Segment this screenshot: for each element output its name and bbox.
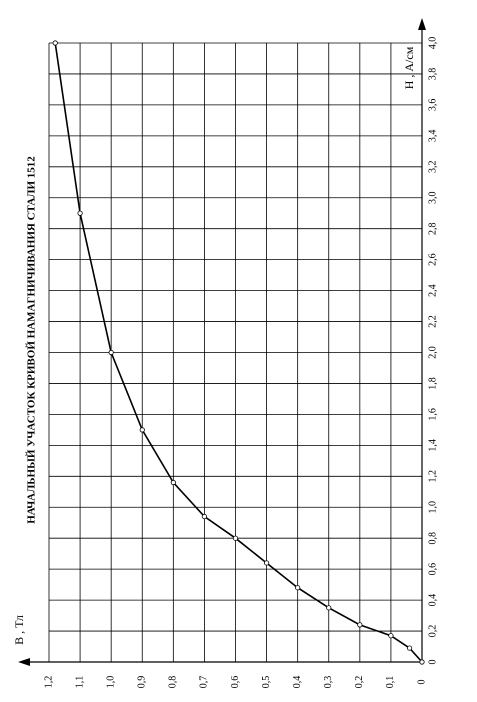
- point: [139, 427, 145, 433]
- y-tick-label: 0,8: [168, 676, 179, 689]
- x-tick-label: 1,2: [427, 470, 438, 483]
- x-tick-label: 3,2: [427, 161, 438, 174]
- y-axis-label: B , Тл: [12, 615, 26, 645]
- x-tick-label: 1,6: [427, 408, 438, 421]
- y-tick-label: 0,3: [323, 676, 334, 689]
- point: [326, 605, 332, 611]
- point: [170, 479, 176, 486]
- x-tick-label: 4,0: [427, 37, 438, 50]
- point: [232, 535, 239, 541]
- x-tick-label: 0: [427, 660, 438, 665]
- x-tick-label: 0,2: [427, 625, 438, 638]
- y-tick-label: 1,2: [43, 676, 54, 689]
- x-tick-label: 3,0: [427, 192, 438, 205]
- x-axis-label: H , А/см: [402, 46, 416, 89]
- h-axis-arrow: [418, 18, 426, 30]
- curve: [54, 42, 423, 663]
- y-tick-label: 0: [416, 680, 427, 685]
- y-tick-label: 1,0: [105, 676, 116, 689]
- x-tick-label: 0,4: [427, 594, 438, 607]
- chart-title: НАЧАЛЬНЫЙ УЧАСТОК КРИВОЙ НАМАГНИЧИВАНИЯ …: [26, 156, 38, 524]
- point: [201, 513, 208, 520]
- x-tick-label: 2,2: [427, 315, 438, 328]
- y-tick-label: 0,4: [292, 676, 303, 689]
- x-tick-label: 2,6: [427, 253, 438, 266]
- y-tick-label: 1,1: [74, 676, 85, 689]
- point: [108, 349, 114, 356]
- point: [52, 40, 58, 46]
- y-tick-label: 0,7: [199, 676, 210, 689]
- y-tick-label: 0,9: [137, 676, 148, 689]
- x-tick-label: 1,0: [427, 501, 438, 514]
- x-tick-label: 3,8: [427, 68, 438, 81]
- x-tick-label: 2,8: [427, 222, 438, 235]
- point: [419, 659, 425, 665]
- x-tick-label: 1,4: [427, 439, 438, 452]
- x-tick-label: 2,0: [427, 346, 438, 359]
- point: [77, 210, 83, 216]
- point: [406, 645, 413, 651]
- x-tick-label: 3,6: [427, 99, 438, 112]
- x-tick-label: 0,8: [427, 532, 438, 545]
- x-tick-label: 0,6: [427, 563, 438, 576]
- y-tick-label: 0,5: [261, 676, 272, 689]
- point: [357, 622, 363, 628]
- point: [263, 560, 270, 566]
- y-tick-label: 0,6: [230, 676, 241, 689]
- point: [388, 633, 394, 639]
- x-tick-label: 2,4: [427, 284, 438, 297]
- y-tick-label: 0,2: [354, 676, 365, 689]
- x-tick-label: 3,4: [427, 130, 438, 143]
- y-tick-label: 0,1: [385, 676, 396, 689]
- x-tick-label: 1,8: [427, 377, 438, 390]
- b-axis-arrow: [18, 658, 30, 666]
- point: [295, 585, 301, 591]
